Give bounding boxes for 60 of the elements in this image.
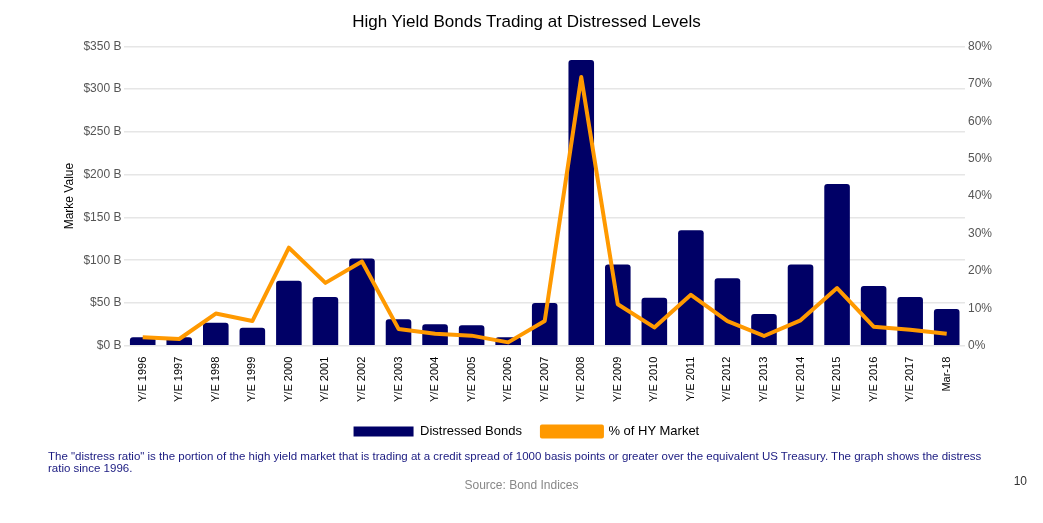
chart-title: High Yield Bonds Trading at Distressed Levels xyxy=(352,11,701,31)
y-tick-label: $350 B xyxy=(83,38,122,53)
y2-tick-label: 40% xyxy=(967,188,993,203)
bar xyxy=(933,308,960,345)
y-tick-label: $200 B xyxy=(83,167,122,181)
y-tick-label: $150 B xyxy=(83,209,122,224)
y2-tick-label: 70% xyxy=(967,76,993,91)
y2-tick-label: 20% xyxy=(967,263,993,278)
x-tick-label: Y/E 2008 xyxy=(574,356,587,403)
y-tick-label: $0 B xyxy=(96,338,122,353)
bar xyxy=(276,280,302,345)
x-tick-label: Y/E 2017 xyxy=(903,356,916,403)
y2-tick-label: 50% xyxy=(967,150,993,165)
source-note: Source: Bond Indices xyxy=(463,478,580,492)
x-tick-label: Y/E 2002 xyxy=(355,356,368,403)
text: 10 xyxy=(1013,474,1027,488)
y-tick-label: $50 B xyxy=(90,295,122,310)
x-tick-label: Y/E 2012 xyxy=(720,356,733,403)
y2-tick-label: 0% xyxy=(967,338,986,353)
y-tick-label: $100 B xyxy=(83,252,122,267)
x-tick-label: Y/E 2006 xyxy=(501,356,514,403)
x-tick-label: Y/E 2010 xyxy=(647,356,660,403)
x-tick-label: Y/E 2001 xyxy=(318,356,331,403)
bar xyxy=(897,296,923,345)
x-tick-label: Y/E 1996 xyxy=(135,356,148,403)
bar xyxy=(787,264,814,345)
bar xyxy=(568,60,595,345)
y-axis-title: Marke Value xyxy=(61,162,76,230)
y2-tick-label: 60% xyxy=(967,113,993,128)
x-tick-label: Y/E 2007 xyxy=(537,356,550,403)
x-tick-label: Y/E 2014 xyxy=(793,356,806,403)
bar xyxy=(860,285,887,345)
bar xyxy=(678,230,704,345)
y-tick-label: $250 B xyxy=(83,124,122,139)
x-tick-label: Y/E 2000 xyxy=(281,356,294,403)
bar xyxy=(714,278,741,345)
x-tick-label: Y/E 2005 xyxy=(464,356,477,403)
bar xyxy=(203,322,229,345)
x-tick-label: Y/E 2013 xyxy=(757,356,770,403)
x-tick-label: Y/E 2011 xyxy=(683,356,696,402)
bar xyxy=(239,327,266,345)
bar xyxy=(349,258,375,345)
x-tick-label: Y/E 2016 xyxy=(866,356,879,403)
bar xyxy=(824,184,850,345)
x-tick-label: Y/E 1997 xyxy=(172,356,185,403)
y-tick-label: $300 B xyxy=(83,81,122,96)
legend-label: % of HY Market xyxy=(608,423,700,439)
bar xyxy=(312,296,339,345)
x-tick-label: Y/E 2015 xyxy=(830,356,843,403)
x-tick-label: Y/E 2004 xyxy=(428,356,441,403)
y2-tick-label: 30% xyxy=(967,225,993,240)
x-tick-label: Mar-18 xyxy=(939,356,952,392)
x-tick-label: Y/E 2009 xyxy=(610,356,623,403)
x-tick-label: Y/E 1998 xyxy=(208,356,221,403)
y2-tick-label: 80% xyxy=(967,38,993,53)
text: The "distress ratio" is the portion of the high yield market that is trading at a credit spread of 1000 basis points or greater over the equivalent US Treasury. The graph shows the distress ratio since 1996. xyxy=(48,450,983,474)
y2-tick-label: 10% xyxy=(967,300,993,315)
legend-label: Distressed Bonds xyxy=(420,423,523,439)
x-tick-label: Y/E 1999 xyxy=(245,356,258,403)
x-tick-label: Y/E 2003 xyxy=(391,356,404,403)
